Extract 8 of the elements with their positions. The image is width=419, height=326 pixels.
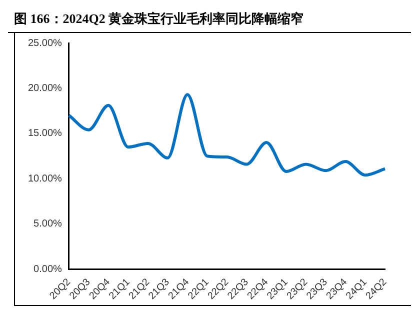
- y-tick-label: 0.00%: [34, 264, 62, 275]
- y-tick-label: 10.00%: [28, 173, 62, 184]
- y-tick-label: 5.00%: [34, 218, 62, 230]
- line-series: [67, 93, 386, 177]
- chart-title: 图 166：2024Q2 黄金珠宝行业毛利率同比降幅缩窄: [8, 8, 411, 33]
- y-tick-label: 20.00%: [28, 82, 62, 94]
- y-tick-label: 25.00%: [28, 38, 62, 49]
- y-tick-label: 15.00%: [28, 128, 62, 140]
